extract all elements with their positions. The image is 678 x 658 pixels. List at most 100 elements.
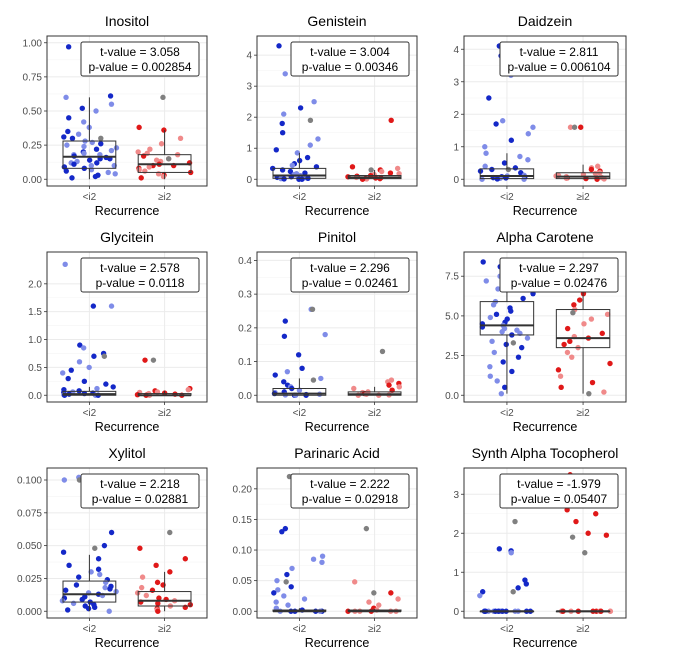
point-high-group bbox=[349, 164, 356, 170]
point-low-group bbox=[66, 115, 72, 121]
point-low-group bbox=[482, 144, 488, 150]
panel-6: Alpha Carotene 0.0 2.5 5.0 7.5 <i2 ≥i2Recurren… bbox=[445, 229, 627, 434]
y-tick-label: 0.10 bbox=[233, 546, 253, 557]
x-tick-label: ≥i2 bbox=[368, 408, 382, 419]
point-shared bbox=[512, 518, 518, 525]
point-high-group bbox=[154, 579, 161, 586]
point-shared bbox=[570, 310, 576, 316]
point-low-group bbox=[525, 157, 531, 163]
point-low-group bbox=[487, 373, 493, 379]
point-high-group bbox=[142, 168, 148, 174]
point-shared bbox=[363, 525, 370, 532]
point-low-group bbox=[284, 368, 291, 375]
point-high-group bbox=[177, 135, 184, 141]
point-low-group bbox=[284, 571, 290, 578]
point-low-group bbox=[81, 150, 87, 157]
y-tick-label: 0.20 bbox=[233, 484, 253, 495]
y-tick-label: 2.0 bbox=[28, 279, 42, 290]
panel-border bbox=[463, 467, 627, 619]
point-high-group bbox=[386, 382, 392, 388]
x-tick-label: <i2 bbox=[500, 624, 514, 635]
point-high-group bbox=[571, 302, 577, 308]
point-low-group bbox=[285, 602, 291, 608]
point-low-group bbox=[501, 160, 508, 166]
point-low-group bbox=[68, 367, 74, 373]
box-high bbox=[347, 386, 402, 396]
point-low-group bbox=[477, 592, 483, 599]
point-high-group bbox=[599, 330, 605, 337]
point-low-group bbox=[63, 168, 69, 174]
point-low-group bbox=[101, 542, 108, 549]
x-tick-label: ≥i2 bbox=[576, 408, 590, 419]
point-high-group bbox=[569, 354, 575, 360]
point-low-group bbox=[80, 345, 87, 351]
panel-border bbox=[46, 251, 208, 403]
point-high-group bbox=[158, 141, 165, 147]
x-tick-label: ≥i2 bbox=[368, 624, 382, 635]
p-value-text: p-value = 0.0118 bbox=[96, 276, 185, 290]
point-low-group bbox=[92, 173, 99, 180]
x-tick-label: <i2 bbox=[293, 192, 307, 203]
point-shared bbox=[371, 590, 377, 596]
y-tick-label: 0.0 bbox=[238, 391, 252, 402]
y-tick-label: 1.5 bbox=[28, 307, 42, 318]
point-high-group bbox=[182, 556, 189, 562]
x-axis-title: Recurrence bbox=[305, 636, 370, 650]
y-tick-label: 5.0 bbox=[445, 311, 459, 322]
t-value-text: t-value = 2.218 bbox=[100, 477, 180, 491]
point-low-group bbox=[64, 142, 70, 148]
point-high-group bbox=[147, 146, 153, 152]
point-high-group bbox=[167, 569, 173, 575]
point-low-group bbox=[271, 590, 277, 596]
point-high-group bbox=[153, 157, 160, 163]
x-tick-label: <i2 bbox=[83, 192, 97, 203]
point-low-group bbox=[88, 162, 95, 169]
point-low-group bbox=[108, 147, 115, 154]
box-low bbox=[272, 378, 327, 396]
point-low-group bbox=[490, 302, 497, 308]
y-tick-label: 0.4 bbox=[238, 256, 252, 267]
x-axis-title: Recurrence bbox=[95, 204, 160, 218]
panel-border bbox=[256, 467, 418, 619]
point-low-group bbox=[91, 604, 98, 611]
point-low-group bbox=[273, 599, 279, 605]
point-low-group bbox=[98, 141, 104, 147]
box-iqr bbox=[479, 168, 535, 180]
point-high-group bbox=[136, 166, 142, 173]
box-high bbox=[555, 610, 611, 613]
point-low-group bbox=[311, 98, 317, 105]
x-tick-label: ≥i2 bbox=[158, 624, 172, 635]
y-tick-label: 1 bbox=[453, 142, 459, 153]
y-tick-label: 0 bbox=[453, 175, 459, 186]
stats-box bbox=[290, 41, 410, 77]
point-high-group bbox=[577, 297, 583, 303]
point-low-group bbox=[94, 160, 100, 166]
box-high bbox=[347, 608, 402, 613]
point-low-group bbox=[503, 341, 509, 348]
point-low-group bbox=[279, 130, 286, 136]
point-shared bbox=[150, 357, 157, 363]
point-high-group bbox=[567, 338, 573, 344]
point-low-group bbox=[304, 154, 311, 161]
point-low-group bbox=[287, 168, 294, 175]
point-high-group bbox=[604, 311, 611, 318]
point-low-group bbox=[318, 375, 324, 382]
point-high-group bbox=[588, 166, 595, 173]
point-high-group bbox=[388, 590, 394, 596]
point-high-group bbox=[135, 149, 141, 155]
box-high bbox=[137, 390, 192, 397]
point-low-group bbox=[297, 105, 304, 111]
point-low-group bbox=[523, 581, 530, 587]
point-low-group bbox=[276, 43, 282, 49]
point-low-group bbox=[61, 477, 68, 483]
point-high-group bbox=[185, 386, 191, 393]
point-low-group bbox=[521, 176, 527, 182]
point-shared bbox=[582, 550, 588, 556]
point-low-group bbox=[86, 157, 93, 163]
box-iqr bbox=[137, 591, 192, 607]
point-high-group bbox=[187, 601, 194, 608]
point-shared bbox=[92, 545, 98, 551]
point-low-group bbox=[487, 363, 493, 370]
